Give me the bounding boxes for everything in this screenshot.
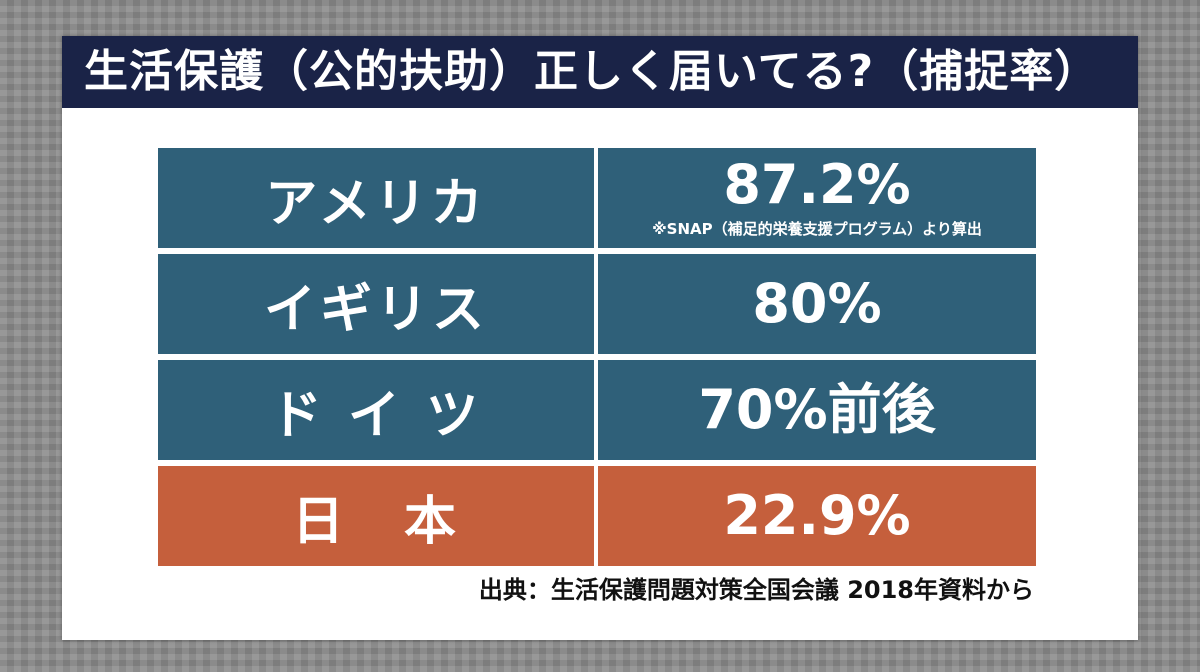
rate-value: 22.9%: [723, 484, 911, 547]
rate-cell: 87.2% ※SNAP（補足的栄養支援プログラム）より算出: [598, 148, 1036, 248]
rate-cell: 22.9%: [598, 466, 1036, 566]
title-bar: 生活保護（公的扶助）正しく届いてる?（捕捉率）: [62, 36, 1138, 108]
info-board: 生活保護（公的扶助）正しく届いてる?（捕捉率） アメリカ 87.2% ※SNAP（補…: [62, 36, 1138, 640]
rate-cell: 80%: [598, 254, 1036, 354]
rate-value: 70%前後: [698, 378, 936, 441]
rate-value: 87.2%: [723, 152, 911, 216]
rate-value: 80%: [752, 272, 882, 335]
country-cell: アメリカ: [158, 148, 594, 248]
rate-note: ※SNAP（補足的栄養支援プログラム）より算出: [652, 219, 982, 238]
table-row: アメリカ 87.2% ※SNAP（補足的栄養支援プログラム）より算出: [158, 148, 1036, 248]
page-title: 生活保護（公的扶助）正しく届いてる?（捕捉率）: [84, 46, 1100, 97]
table-row: 日 本 22.9%: [158, 466, 1036, 566]
country-cell: イギリス: [158, 254, 594, 354]
table-row: イギリス 80%: [158, 254, 1036, 354]
country-cell: ド イ ツ: [158, 360, 594, 460]
country-cell: 日 本: [158, 466, 594, 566]
rate-cell: 70%前後: [598, 360, 1036, 460]
source-caption: 出典：生活保護問題対策全国会議 2018年資料から: [478, 576, 1034, 604]
table-row: ド イ ツ 70%前後: [158, 360, 1036, 460]
